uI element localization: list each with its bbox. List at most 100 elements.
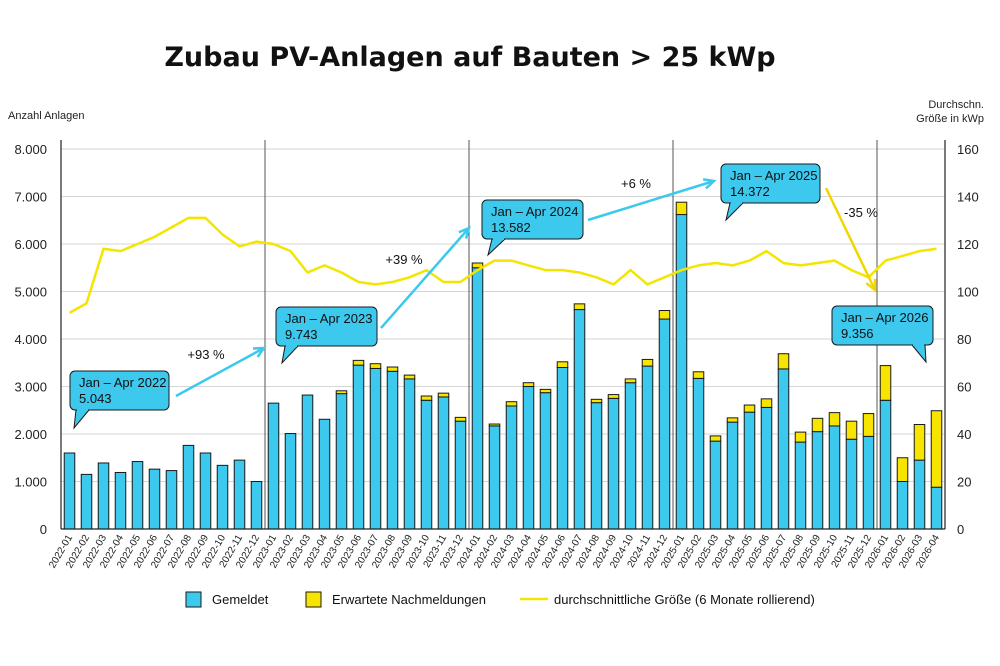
y-tick-label: 2.000 bbox=[14, 427, 47, 442]
y2-tick-label: 120 bbox=[957, 237, 979, 252]
bar-gemeldet bbox=[250, 481, 263, 530]
y-tick-label: 6.000 bbox=[14, 237, 47, 252]
y-tick-label: 1.000 bbox=[14, 475, 47, 490]
bar-gemeldet bbox=[879, 399, 892, 530]
bar-nachmeldungen bbox=[709, 435, 722, 442]
bar-nachmeldungen bbox=[675, 201, 688, 216]
callout-box bbox=[481, 199, 584, 240]
growth-label: +93 % bbox=[187, 347, 225, 362]
bar-nachmeldungen bbox=[726, 417, 739, 423]
bar-gemeldet bbox=[505, 405, 518, 530]
bar-nachmeldungen bbox=[488, 423, 501, 427]
bar-gemeldet bbox=[318, 418, 331, 530]
bar-gemeldet bbox=[199, 452, 212, 530]
bar-gemeldet bbox=[301, 394, 314, 530]
callout-value: 14.372 bbox=[730, 184, 770, 199]
growth-arrow: -35 % bbox=[824, 187, 878, 293]
bar-nachmeldungen bbox=[454, 416, 467, 422]
bar-gemeldet bbox=[284, 433, 297, 530]
y2-tick-label: 80 bbox=[957, 332, 971, 347]
legend-item-avg-size: durchschnittliche Größe (6 Monate rollie… bbox=[520, 592, 815, 607]
bar-gemeldet bbox=[930, 486, 943, 530]
y2-tick-label: 20 bbox=[957, 475, 971, 490]
legend-label: Gemeldet bbox=[212, 592, 269, 607]
bar-gemeldet bbox=[267, 402, 280, 530]
bar-nachmeldungen bbox=[369, 363, 382, 369]
bar-gemeldet bbox=[913, 459, 926, 530]
y2-tick-label: 160 bbox=[957, 142, 979, 157]
bar-nachmeldungen bbox=[845, 420, 858, 440]
bar-gemeldet bbox=[165, 470, 178, 530]
y-tick-label: 3.000 bbox=[14, 380, 47, 395]
bar-gemeldet bbox=[437, 396, 450, 530]
bar-gemeldet bbox=[454, 420, 467, 530]
bar-gemeldet bbox=[488, 425, 501, 530]
callout-tail bbox=[73, 409, 91, 430]
bar-gemeldet bbox=[658, 318, 671, 530]
bars bbox=[63, 201, 943, 530]
callout-value: 13.582 bbox=[491, 220, 531, 235]
bar-nachmeldungen bbox=[522, 382, 535, 388]
bar-gemeldet bbox=[233, 459, 246, 530]
callout-box bbox=[720, 163, 821, 204]
bar-nachmeldungen bbox=[471, 262, 484, 269]
bar-nachmeldungen bbox=[641, 358, 654, 367]
arrow-shaft bbox=[587, 179, 715, 222]
bar-nachmeldungen bbox=[879, 365, 892, 401]
legend-label: durchschnittliche Größe (6 Monate rollie… bbox=[554, 592, 815, 607]
y2-tick-label: 100 bbox=[957, 285, 979, 300]
bar-gemeldet bbox=[556, 367, 569, 530]
bar-gemeldet bbox=[590, 402, 603, 530]
callout-box bbox=[69, 370, 170, 411]
bar-gemeldet bbox=[522, 386, 535, 530]
bar-nachmeldungen bbox=[573, 303, 586, 311]
bar-nachmeldungen bbox=[658, 310, 671, 320]
bar-nachmeldungen bbox=[539, 388, 552, 394]
bar-nachmeldungen bbox=[624, 378, 637, 384]
growth-label: +6 % bbox=[621, 176, 651, 191]
y2-axis-title-line2: Größe in kWp bbox=[916, 113, 984, 125]
legend-item-nachmeldungen: Erwartete Nachmeldungen bbox=[305, 591, 486, 608]
bar-nachmeldungen bbox=[590, 398, 603, 404]
y2-tick-label: 40 bbox=[957, 427, 971, 442]
bar-gemeldet bbox=[182, 444, 195, 530]
bar-gemeldet bbox=[845, 438, 858, 530]
arrow-head bbox=[252, 346, 267, 358]
bar-gemeldet bbox=[386, 370, 399, 530]
bar-gemeldet bbox=[896, 481, 909, 530]
bar-nachmeldungen bbox=[692, 371, 705, 379]
bar-gemeldet bbox=[624, 382, 637, 530]
bar-nachmeldungen bbox=[335, 390, 348, 395]
y2-tick-label: 0 bbox=[957, 522, 964, 537]
callout-tail bbox=[487, 238, 507, 257]
arrow-shaft bbox=[824, 187, 877, 291]
bar-gemeldet bbox=[420, 399, 433, 530]
bar-nachmeldungen bbox=[403, 374, 416, 380]
bar-gemeldet bbox=[63, 452, 76, 530]
callout-label: Jan – Apr 2025 bbox=[730, 168, 817, 183]
avg-size-line bbox=[68, 216, 937, 314]
bar-nachmeldungen bbox=[437, 392, 450, 398]
bar-nachmeldungen bbox=[794, 431, 807, 443]
bar-gemeldet bbox=[777, 368, 790, 530]
legend: Gemeldet Erwartete Nachmeldungen durchschn… bbox=[185, 591, 815, 608]
bar-nachmeldungen bbox=[760, 398, 773, 408]
y2-tick-label: 60 bbox=[957, 380, 971, 395]
bar-nachmeldungen bbox=[505, 401, 518, 407]
callout-box bbox=[831, 305, 934, 346]
bar-gemeldet bbox=[352, 364, 365, 530]
bar-gemeldet bbox=[726, 421, 739, 530]
bar-gemeldet bbox=[743, 411, 756, 530]
bar-nachmeldungen bbox=[386, 366, 399, 372]
legend-label: Erwartete Nachmeldungen bbox=[332, 592, 486, 607]
callout-value: 5.043 bbox=[79, 391, 112, 406]
y-tick-label: 4.000 bbox=[14, 332, 47, 347]
growth-label: -35 % bbox=[844, 205, 878, 220]
growth-arrow: +6 % bbox=[587, 176, 717, 222]
legend-swatch bbox=[305, 591, 322, 608]
arrow-shaft bbox=[175, 346, 265, 398]
